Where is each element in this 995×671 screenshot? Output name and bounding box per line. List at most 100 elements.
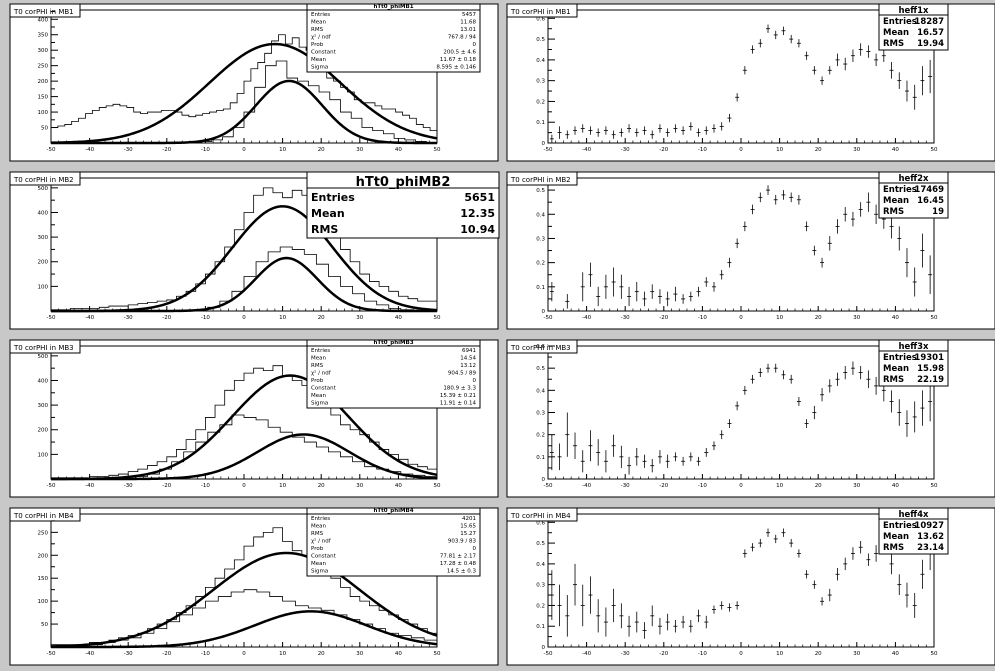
data-point [781, 26, 786, 35]
data-point [549, 570, 554, 620]
stats-value: 5457 [462, 12, 476, 18]
data-point [603, 126, 608, 135]
stats-label: Mean [311, 524, 326, 530]
x-tick-label: -40 [582, 147, 591, 153]
x-tick-label: 0 [242, 483, 246, 489]
data-point [812, 405, 817, 420]
data-point [665, 291, 670, 307]
y-tick-label: 50 [41, 126, 48, 132]
data-point [673, 619, 678, 633]
chart-title: T0 corPHI in MB2 [13, 176, 74, 184]
data-point [858, 202, 863, 217]
data-point [889, 61, 894, 79]
data-point [843, 557, 848, 571]
x-tick-label: 20 [815, 651, 822, 657]
title-box: T0 corPHI in MB3 [9, 339, 81, 354]
y-tick-label: 0 [542, 309, 546, 315]
y-tick-label: 500 [38, 186, 49, 192]
data-point [835, 219, 840, 234]
data-point [850, 49, 855, 62]
stats-value: 17.28 ± 0.48 [440, 561, 477, 567]
y-tick-label: 250 [38, 64, 49, 70]
chart-title: T0 corPHI in MB1 [510, 8, 571, 16]
x-tick-label: 20 [318, 651, 325, 657]
data-point [657, 289, 662, 304]
data-point [889, 553, 894, 575]
stats-name: hTt0_phiMB1 [373, 4, 413, 10]
data-point [866, 45, 871, 58]
stats-value: 23.14 [917, 543, 944, 553]
x-tick-label: 10 [776, 147, 783, 153]
x-tick-label: 50 [434, 147, 441, 153]
stats-label: Mean [883, 196, 909, 206]
data-point [627, 124, 632, 133]
x-tick-label: 50 [931, 147, 938, 153]
x-tick-label: 40 [892, 483, 899, 489]
data-point [727, 603, 732, 612]
data-point [704, 126, 709, 135]
data-point [611, 434, 616, 457]
data-point [696, 128, 701, 137]
chart-title: T0 corPHI in MB4 [510, 512, 571, 520]
data-point [766, 185, 771, 195]
stats-label: Mean [311, 57, 326, 63]
x-tick-label: -20 [162, 483, 171, 489]
stats-label: χ² / ndf [311, 538, 332, 545]
stats-frame [306, 339, 481, 409]
stats-frame [878, 339, 949, 387]
stats-value: 904.5 / 89 [448, 371, 477, 377]
data-point [634, 611, 639, 633]
data-point [758, 39, 763, 48]
data-point [781, 370, 786, 380]
y-tick-label: 0.3 [536, 236, 545, 242]
data-point [904, 80, 909, 102]
gaussian-fit-curve [51, 610, 438, 649]
data-point [580, 584, 585, 627]
title-frame [506, 171, 578, 186]
x-tick-label: 50 [434, 651, 441, 657]
data-point [735, 238, 740, 249]
data-point [897, 399, 902, 426]
data-point [665, 128, 670, 137]
data-point [835, 568, 840, 581]
chart-pad: T0 corPHI in MB1 50 100 150 200 250 300 350 400-… [9, 3, 499, 162]
x-tick-label: -20 [162, 651, 171, 657]
x-tick-label: -40 [85, 651, 94, 657]
x-tick-label: 30 [853, 483, 860, 489]
y-tick-label: 0.5 [536, 366, 545, 372]
x-tick-label: -10 [201, 147, 210, 153]
data-point [827, 588, 832, 602]
data-point [843, 365, 848, 380]
stats-frame [306, 507, 481, 577]
data-point [773, 534, 778, 544]
y-tick-label: 400 [38, 378, 49, 384]
data-point [904, 582, 909, 608]
y-tick-label: 250 [38, 530, 49, 536]
title-box: T0 corPHI in MB2 [9, 171, 81, 186]
x-tick-label: 30 [853, 651, 860, 657]
stats-label: RMS [883, 375, 904, 385]
x-tick-label: -50 [47, 315, 56, 321]
data-point [750, 204, 755, 215]
stats-label: Sigma [311, 569, 328, 575]
stats-frame [306, 3, 481, 73]
title-box: T0 corPHI in MB1 [9, 3, 81, 18]
stats-value: 8.595 ± 0.146 [436, 65, 476, 71]
data-point [719, 601, 724, 610]
stats-value: 12.35 [460, 207, 495, 220]
chart-pad: T0 corPHI in MB2 100 200 300 400 500 -50 -40 -30… [9, 171, 500, 330]
data-point [650, 605, 655, 627]
stats-label: Mean [311, 356, 326, 362]
data-point [781, 190, 786, 200]
y-tick-label: 0.4 [536, 388, 545, 394]
stats-value: 15.65 [460, 524, 476, 530]
data-point [827, 379, 832, 393]
stats-value: 15.98 [917, 364, 944, 374]
x-tick-label: -40 [85, 147, 94, 153]
data-point [565, 595, 570, 637]
y-tick-label: 0.2 [536, 99, 545, 105]
data-point [657, 124, 662, 133]
